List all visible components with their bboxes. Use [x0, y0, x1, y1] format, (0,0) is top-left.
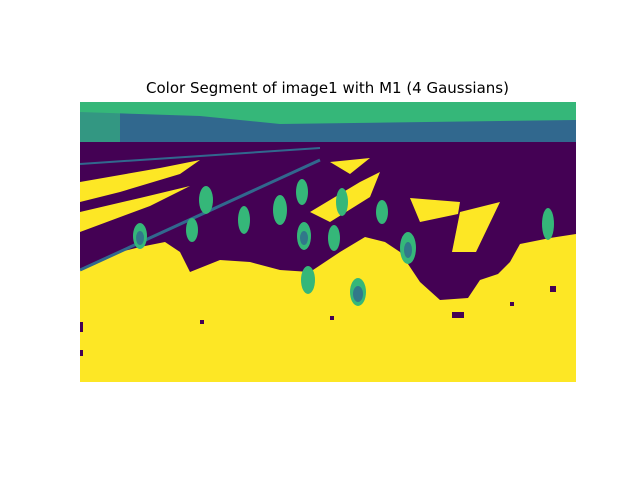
segmentation-map	[80, 102, 576, 382]
region-streak	[330, 158, 370, 174]
region-top-left	[80, 102, 120, 142]
people-blobs	[133, 179, 554, 306]
noise-specks	[80, 286, 556, 356]
figure-title: Color Segment of image1 with M1 (4 Gauss…	[146, 79, 509, 97]
diagonal-line	[80, 158, 321, 272]
region-streak	[452, 202, 500, 252]
segmentation-image	[80, 102, 576, 382]
region-streak	[80, 186, 190, 232]
region-streak	[410, 198, 460, 222]
region-streak	[80, 160, 200, 202]
people-shadows	[136, 231, 412, 302]
region-top-green	[80, 102, 576, 124]
diagonal-line	[80, 147, 321, 165]
